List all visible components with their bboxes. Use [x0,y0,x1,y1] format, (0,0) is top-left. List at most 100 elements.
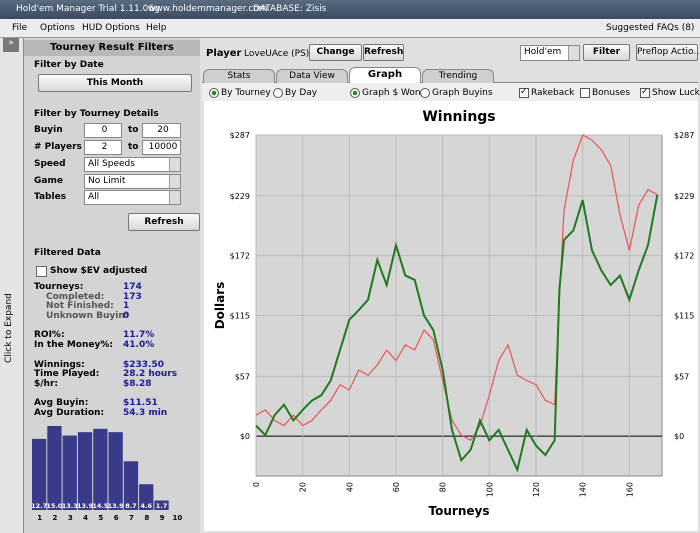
stat-value: 0 [123,311,129,321]
option-label: Graph Buyins [432,88,493,98]
menu-item[interactable]: HUD Options [82,23,140,33]
radio[interactable] [350,88,360,98]
y-tick-label: $229 [230,192,250,201]
heading: Filter by Tourney Details [34,109,159,119]
stat-value: $11.51 [123,398,158,408]
menu-bar: Suggested FAQs (8) File Options HUD Option… [0,19,700,38]
y2-tick-label: $57 [674,372,689,381]
stat-label: Avg Buyin: [34,398,88,408]
radio[interactable] [209,88,219,98]
checkbox[interactable] [36,266,47,277]
x-tick-label: 10 [172,514,182,522]
x-tick-label: 5 [98,514,103,522]
checkbox-label: Show $EV adjusted [50,266,147,276]
bar-label: 4.6 [140,502,152,510]
field-label: Buyin [34,125,63,135]
bar [47,426,61,510]
dropdown[interactable]: All Speeds [84,157,181,172]
bar-label: 14.5 [92,502,109,510]
option-label: By Tourney [221,88,271,98]
y-tick-label: $57 [235,372,250,381]
filter-button[interactable]: Filter [583,44,630,61]
text-input[interactable]: 20 [142,123,181,138]
bar-label: 13.9 [108,502,125,510]
tab[interactable]: Data View [276,69,348,83]
dropdown[interactable]: All [84,190,181,205]
refresh-button[interactable]: Refresh [128,213,200,231]
range-sep: to [128,142,139,152]
check-mark: ✓ [641,87,649,97]
y-tick-label: $115 [230,311,250,320]
x-tick-label: 160 [625,482,634,497]
x-tick-label: 60 [392,482,401,492]
bar [78,432,92,510]
chart-title: Winnings [422,109,495,125]
tab[interactable]: Trending [422,69,494,83]
menu-item[interactable]: Help [146,23,167,33]
date-button[interactable]: This Month [38,74,192,92]
tab[interactable]: Graph [349,67,421,84]
y2-tick-label: $287 [674,131,694,140]
y2-tick-label: $172 [674,252,694,261]
faq-link[interactable]: Suggested FAQs (8) [606,23,694,33]
sidebar: Tourney Result Filters Filter by Date Th… [24,38,200,533]
stat-label: Tourneys: [34,282,83,292]
heading: Filtered Data [34,248,101,258]
tab[interactable]: Stats [203,69,275,83]
bar [109,432,123,510]
option-label: Rakeback [531,88,574,98]
bar-label: 13.9 [77,502,94,510]
plot-area [256,135,662,476]
bar [93,429,107,510]
window-title: Hold'em Manager Trial 1.11.06g [16,4,160,14]
expand-strip[interactable]: » Click to Expand [0,38,24,533]
stat-value: 173 [123,292,142,302]
preflop-button[interactable]: Preflop Actio... [636,44,698,61]
histogram: 112.7215.0313.3413.9514.5613.978.784.691… [30,420,200,525]
stat-label: Completed: [46,292,104,302]
check-mark: ✓ [520,87,528,97]
option-label: Show Luck A [652,88,700,98]
text-input[interactable]: 2 [84,140,122,155]
field-label: Speed [34,159,66,169]
x-tick-label: 40 [345,482,354,492]
radio[interactable] [273,88,283,98]
radio[interactable] [420,88,430,98]
menu-item[interactable]: File [12,23,27,33]
title-bar: Hold'em Manager Trial 1.11.06g www.holde… [0,0,700,19]
x-tick-label: 3 [68,514,73,522]
player-name: LoveUAce (PS) [244,49,309,59]
y2-tick-label: $0 [674,432,684,441]
x-tick-label: 4 [83,514,88,522]
dropdown[interactable]: No Limit [84,174,181,189]
x-tick-label: 6 [114,514,119,522]
expand-label: Click to Expand [4,293,14,363]
stat-value: 54.3 min [123,408,167,418]
menu-item[interactable]: Options [40,23,75,33]
bar-label: 12.7 [31,502,47,510]
change-button[interactable]: Change [309,44,362,61]
x-tick-label: 100 [485,482,494,497]
stat-value: 28.2 hours [123,369,177,379]
refresh-button[interactable]: Refresh [363,44,404,61]
chart: WinningsTourneysDollars$0$0$57$57$115$11… [204,101,698,531]
stat-value: $233.50 [123,360,164,370]
text-input[interactable]: 0 [84,123,122,138]
main-panel: Player LoveUAce (PS) Change Refresh Hold… [200,38,700,533]
y-tick-label: $287 [230,131,250,140]
game-select[interactable]: Hold'em [520,45,580,61]
bar [63,436,77,510]
x-tick-label: 140 [579,482,588,497]
stat-value: 1 [123,301,129,311]
x-tick-label: 8 [144,514,149,522]
x-axis-label: Tourneys [429,504,490,518]
x-tick-label: 120 [532,482,541,497]
bar [32,439,46,510]
stat-label: ROI%: [34,330,65,340]
bar-label: 13.3 [62,502,78,510]
stat-label: In the Money%: [34,340,113,350]
y-tick-label: $172 [230,252,250,261]
text-input[interactable]: 10000 [142,140,181,155]
checkbox[interactable] [580,88,590,98]
